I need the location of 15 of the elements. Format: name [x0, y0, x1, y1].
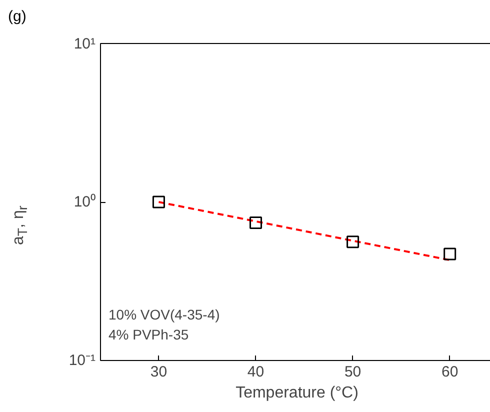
- x-tick-label: 50: [344, 364, 362, 380]
- y-tick-label: 10⁰: [74, 194, 96, 210]
- x-tick-label: 60: [441, 364, 458, 380]
- annotation: 10% VOV(4-35-4): [108, 306, 220, 322]
- point: [250, 216, 262, 229]
- x-tick-label: 30: [150, 364, 168, 380]
- x-axis-title: Temperature (°C): [236, 384, 358, 402]
- point: [346, 236, 360, 248]
- point: [152, 196, 165, 208]
- y-tick-label: 10⁻¹: [68, 352, 96, 369]
- point: [444, 248, 456, 260]
- text: (g): [8, 7, 26, 27]
- y-tick-label: 10¹: [74, 36, 96, 52]
- x-tick-label: 40: [247, 364, 264, 380]
- annotation: 4% PVPh-35: [108, 326, 189, 342]
